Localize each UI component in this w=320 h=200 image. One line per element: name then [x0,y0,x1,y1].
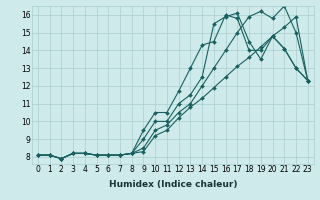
X-axis label: Humidex (Indice chaleur): Humidex (Indice chaleur) [108,180,237,189]
